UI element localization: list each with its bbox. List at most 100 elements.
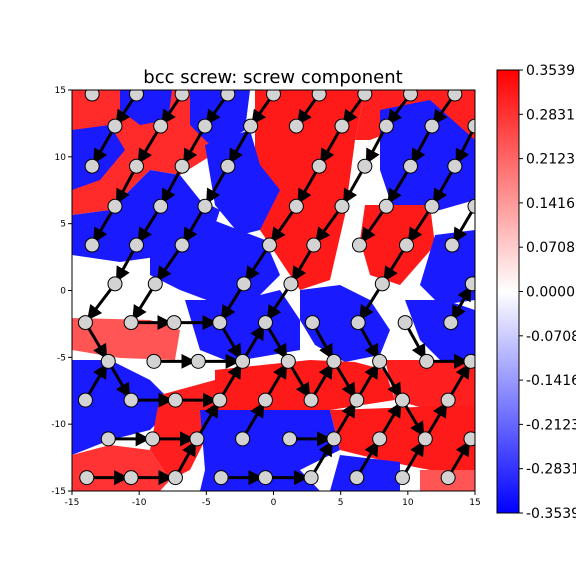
- colorbar-tick-label: -0.0708: [526, 329, 576, 345]
- atom-marker: [288, 198, 304, 214]
- atom-marker: [212, 392, 228, 408]
- atom-marker: [166, 315, 182, 331]
- y-tick-label: 0: [60, 287, 66, 297]
- atom-marker: [107, 276, 123, 292]
- colorbar-tick-label: 0.3539: [526, 63, 575, 79]
- atom-marker: [464, 276, 475, 292]
- atom-marker: [306, 237, 322, 253]
- atom-marker: [443, 315, 459, 331]
- colorbar-tick-label: 0.0708: [526, 240, 575, 256]
- atom-marker: [128, 90, 144, 102]
- y-tick-label: 10: [55, 153, 67, 163]
- atom-marker: [378, 198, 394, 214]
- atom-marker: [235, 353, 251, 369]
- x-tick-label: 0: [271, 498, 277, 508]
- atom-marker: [440, 470, 456, 486]
- atom-marker: [374, 276, 390, 292]
- atom-marker: [100, 431, 116, 447]
- atom-marker: [84, 158, 100, 174]
- atom-marker: [378, 118, 394, 134]
- atom-marker: [311, 158, 327, 174]
- atom-marker: [100, 353, 116, 369]
- atom-marker: [174, 90, 190, 102]
- atom-marker: [372, 353, 388, 369]
- atom-marker: [77, 315, 93, 331]
- atom-marker: [123, 470, 139, 486]
- atom-marker: [394, 392, 410, 408]
- atom-marker: [220, 90, 236, 102]
- atom-marker: [349, 470, 365, 486]
- atom-marker: [397, 315, 413, 331]
- atom-marker: [257, 315, 273, 331]
- atom-marker: [283, 276, 299, 292]
- x-tick-label: 10: [402, 498, 414, 508]
- x-tick-label: -15: [65, 498, 80, 508]
- plot-area: -15 -10 -5 0 5 10 15 15 10 5 0 -5 -10 -15: [51, 86, 481, 508]
- atom-marker: [288, 118, 304, 134]
- atom-marker: [146, 353, 162, 369]
- y-tick-label: -10: [51, 420, 66, 430]
- atom-marker: [77, 392, 93, 408]
- atom-marker: [235, 431, 251, 447]
- atom-marker: [128, 158, 144, 174]
- atom-marker: [153, 118, 169, 134]
- atom-marker: [236, 276, 252, 292]
- atom-marker: [419, 353, 435, 369]
- colorbar-tick-label: 0.2831: [526, 107, 575, 123]
- colorbar-tick-label: -0.3539: [526, 506, 576, 522]
- atom-marker: [167, 470, 183, 486]
- atom-marker: [147, 276, 163, 292]
- y-axis: 15 10 5 0 -5 -10 -15: [51, 86, 72, 497]
- atom-marker: [304, 315, 320, 331]
- atom-marker: [311, 90, 327, 102]
- atom-marker: [84, 237, 100, 253]
- y-tick-label: 15: [55, 86, 66, 96]
- atom-marker: [444, 237, 460, 253]
- atom-marker: [212, 315, 228, 331]
- atom-marker: [303, 392, 319, 408]
- y-tick-label: -15: [51, 487, 66, 497]
- atom-marker: [213, 470, 229, 486]
- x-tick-label: -10: [132, 498, 147, 508]
- atom-marker: [463, 353, 475, 369]
- colorbar-ticks: 0.3539 0.2831 0.2123 0.1416 0.0708 0.0000 -0.0…: [519, 63, 576, 522]
- atom-marker: [79, 470, 95, 486]
- atom-marker: [167, 392, 183, 408]
- atom-marker: [197, 198, 213, 214]
- atom-marker: [334, 198, 350, 214]
- atom-marker: [349, 392, 365, 408]
- atom-marker: [394, 470, 410, 486]
- atom-marker: [357, 158, 373, 174]
- atom-marker: [84, 90, 100, 102]
- atom-marker: [334, 118, 350, 134]
- atom-marker: [463, 431, 475, 447]
- chart-title: bcc screw: screw component: [143, 67, 402, 88]
- y-tick-label: -5: [57, 353, 66, 363]
- x-tick-label: -5: [202, 498, 211, 508]
- atom-marker: [280, 353, 296, 369]
- atom-marker: [351, 237, 367, 253]
- atom-marker: [145, 431, 161, 447]
- atom-marker: [128, 237, 144, 253]
- atom-marker: [197, 118, 213, 134]
- atom-marker: [467, 198, 475, 214]
- atom-marker: [107, 118, 123, 134]
- colorbar-tick-label: 0.2123: [526, 152, 575, 168]
- atoms: [77, 90, 475, 486]
- x-axis: -15 -10 -5 0 5 10 15: [65, 491, 481, 508]
- atom-marker: [440, 392, 456, 408]
- atom-marker: [266, 90, 281, 102]
- colorbar-tick-label: -0.2123: [526, 417, 576, 433]
- atom-marker: [403, 158, 419, 174]
- atom-marker: [153, 198, 169, 214]
- atom-marker: [190, 353, 206, 369]
- colorbar: 0.3539 0.2831 0.2123 0.1416 0.0708 0.0000 -0.0…: [496, 63, 576, 522]
- atom-marker: [220, 158, 236, 174]
- atom-marker: [261, 237, 277, 253]
- atom-marker: [174, 237, 190, 253]
- atom-marker: [107, 198, 123, 214]
- atom-marker: [123, 315, 139, 331]
- colorbar-tick-label: 0.1416: [526, 196, 575, 212]
- atom-marker: [326, 353, 342, 369]
- colorbar-gradient: [496, 69, 520, 514]
